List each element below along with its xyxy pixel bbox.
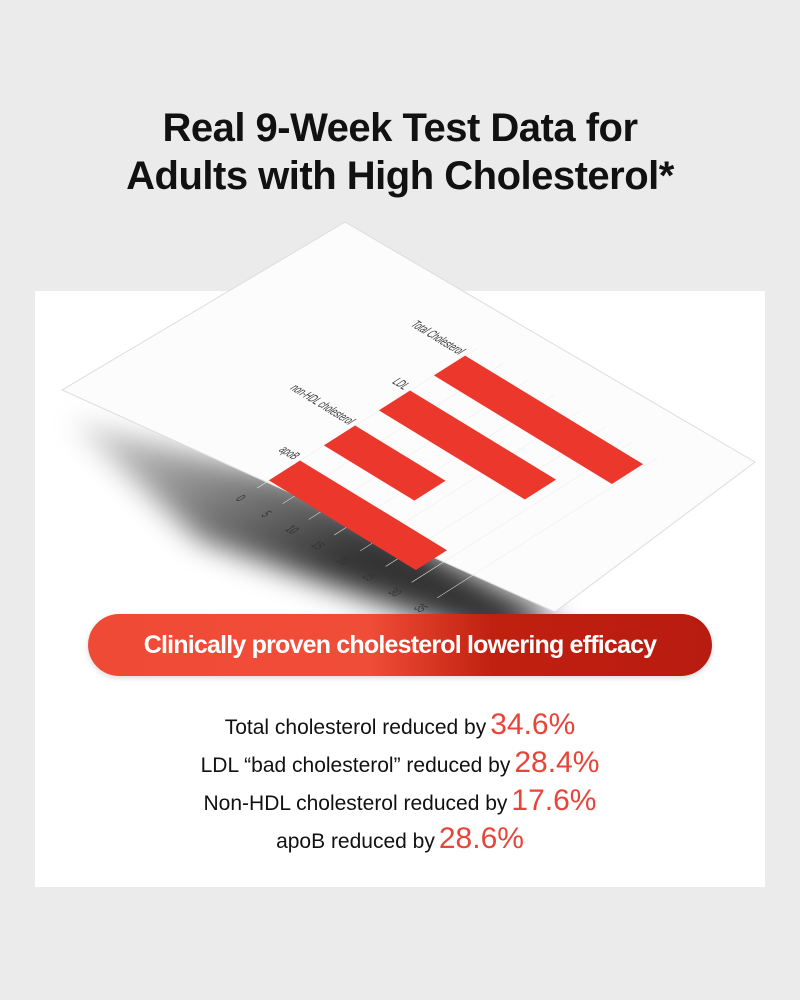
title-line-1: Real 9-Week Test Data for [162, 106, 638, 150]
stat-total-cholesterol: Total cholesterol reduced by 34.6% [0, 706, 800, 744]
title-line-2: Adults with High Cholesterol* [126, 154, 674, 198]
stat-label: Total cholesterol reduced by [224, 716, 487, 739]
stat-label: LDL “bad cholesterol” reduced by [200, 754, 511, 777]
paper-shadow [70, 420, 560, 640]
stat-label: Non-HDL cholesterol reduced by [203, 792, 508, 815]
stats-list: Total cholesterol reduced by 34.6% LDL “b… [0, 706, 800, 858]
stat-value: 34.6% [490, 708, 576, 741]
stat-label: apoB reduced by [276, 830, 435, 853]
stat-value: 28.4% [514, 746, 600, 779]
stat-value: 28.6% [438, 822, 524, 855]
efficacy-banner: Clinically proven cholesterol lowering e… [88, 614, 712, 676]
stat-value: 17.6% [511, 784, 597, 817]
efficacy-banner-label: Clinically proven cholesterol lowering e… [143, 630, 657, 659]
page-title: Real 9-Week Test Data for Adults with Hi… [0, 104, 800, 200]
stat-non-hdl: Non-HDL cholesterol reduced by 17.6% [0, 782, 800, 820]
stat-ldl: LDL “bad cholesterol” reduced by 28.4% [0, 744, 800, 782]
stat-apob: apoB reduced by 28.6% [0, 820, 800, 858]
